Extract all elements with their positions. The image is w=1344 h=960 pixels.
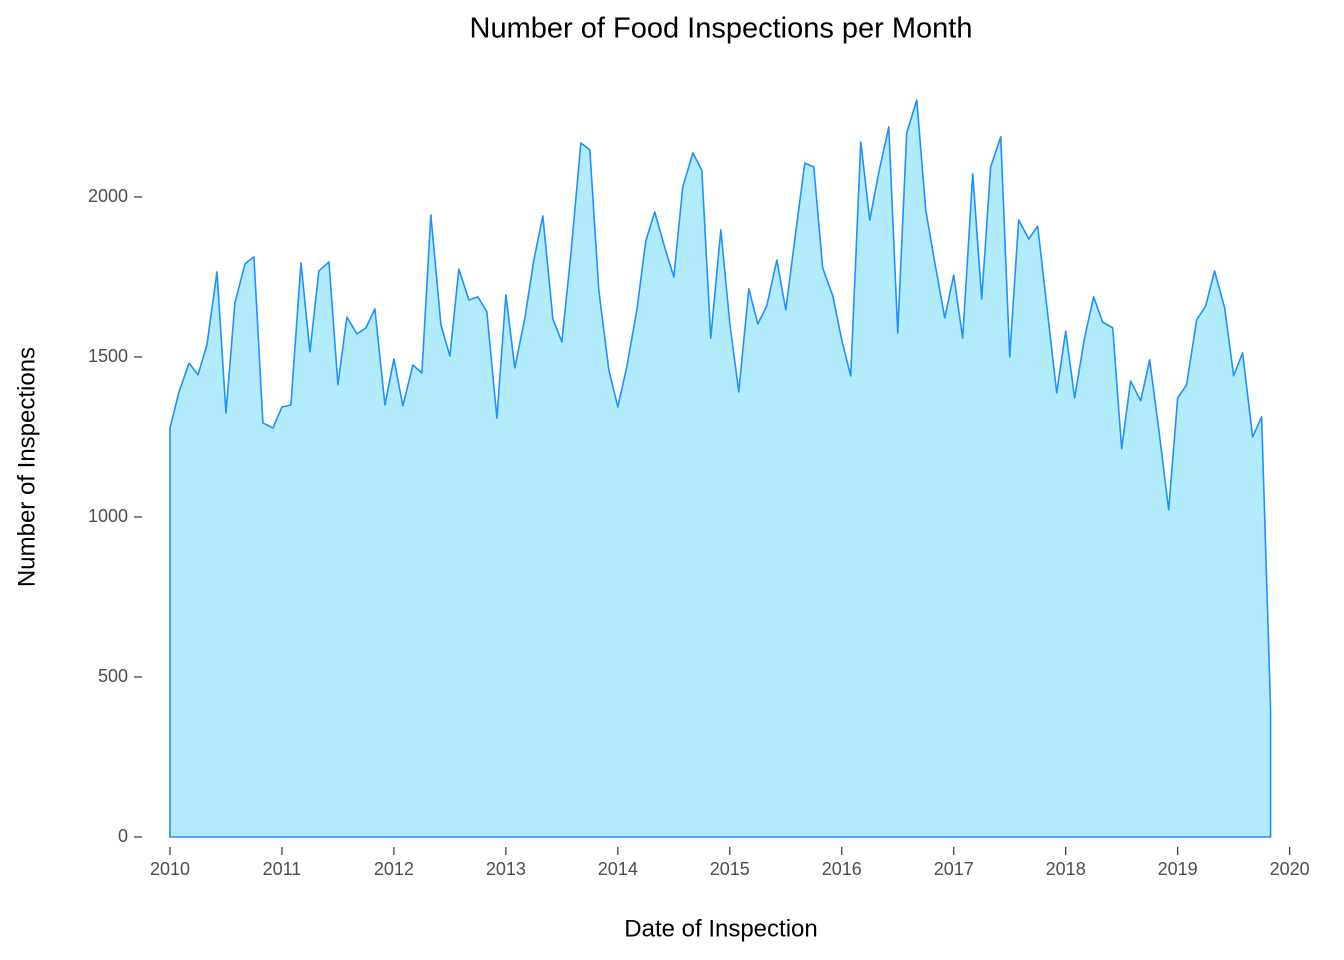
y-axis-title: Number of Inspections	[13, 347, 40, 587]
x-tick-label: 2017	[934, 859, 974, 879]
x-tick-label: 2011	[263, 859, 302, 879]
area-fill	[169, 99, 1272, 838]
x-tick-label: 2019	[1158, 859, 1198, 879]
x-tick-label: 2015	[710, 859, 750, 879]
x-tick-label: 2016	[822, 859, 862, 879]
y-tick-label: 1500	[88, 346, 128, 366]
x-tick-label: 2010	[150, 859, 190, 879]
x-axis-title: Date of Inspection	[624, 915, 817, 942]
x-tick-label: 2014	[598, 859, 638, 879]
x-tick-label: 2012	[374, 859, 414, 879]
x-tick-label: 2013	[486, 859, 526, 879]
y-tick-label: 500	[98, 666, 128, 686]
y-tick-label: 0	[118, 826, 128, 846]
y-tick-label: 1000	[88, 506, 128, 526]
x-tick-label: 2020	[1270, 859, 1310, 879]
chart-title: Number of Food Inspections per Month	[470, 13, 973, 45]
x-tick-label: 2018	[1046, 859, 1086, 879]
y-tick-label: 2000	[88, 186, 128, 206]
